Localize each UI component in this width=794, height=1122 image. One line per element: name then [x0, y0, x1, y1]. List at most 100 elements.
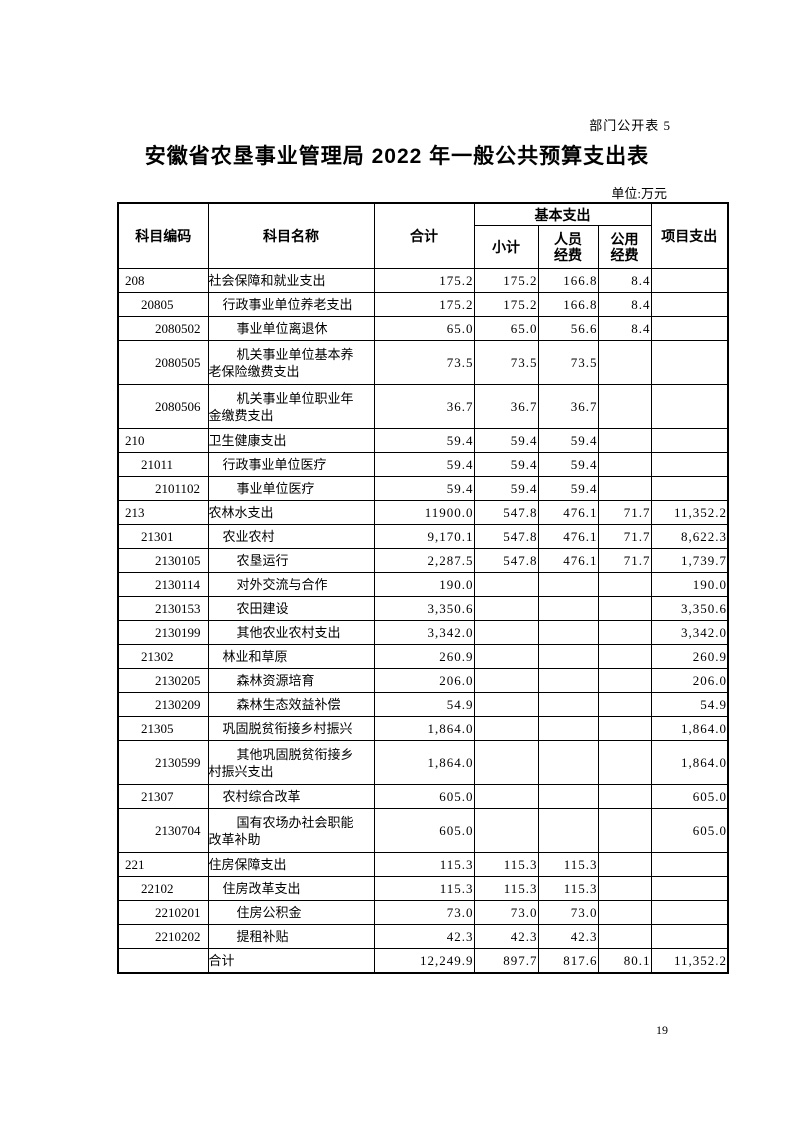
- table-row: 2130599 其他巩固脱贫衔接乡 村振兴支出 1,864.0 1,864.0: [117, 740, 729, 785]
- cell-name: 行政事业单位养老支出: [207, 292, 375, 317]
- cell-project-expenditure: 11,352.2: [650, 500, 729, 525]
- cell-project-expenditure: [650, 340, 729, 385]
- cell-subtotal: 59.4: [473, 476, 539, 501]
- cell-name: 机关事业单位职业年 金缴费支出: [207, 384, 375, 429]
- budget-table: 科目编码 科目名称 合计 基本支出 项目支出 小计 人员 经费 公用 经费 20…: [117, 202, 729, 974]
- cell-public-funds: [597, 876, 652, 901]
- cell-project-expenditure: [650, 452, 729, 477]
- cell-total: 9,170.1: [373, 524, 475, 549]
- cell-public-funds: [597, 428, 652, 453]
- cell-public-funds: 80.1: [597, 948, 652, 974]
- cell-name: 农垦运行: [207, 548, 375, 573]
- cell-code: 2130704: [117, 808, 209, 853]
- cell-personnel-funds: 476.1: [537, 548, 599, 573]
- cell-total: 175.2: [373, 292, 475, 317]
- cell-subtotal: [473, 692, 539, 717]
- cell-public-funds: 8.4: [597, 316, 652, 341]
- table-row: 21011 行政事业单位医疗 59.4 59.4 59.4: [117, 452, 729, 477]
- cell-public-funds: [597, 852, 652, 877]
- cell-subtotal: [473, 740, 539, 785]
- cell-personnel-funds: [537, 596, 599, 621]
- cell-total: 605.0: [373, 808, 475, 853]
- table-row: 221 住房保障支出 115.3 115.3 115.3: [117, 852, 729, 877]
- cell-public-funds: [597, 668, 652, 693]
- cell-total: 206.0: [373, 668, 475, 693]
- cell-project-expenditure: 11,352.2: [650, 948, 729, 974]
- cell-personnel-funds: [537, 692, 599, 717]
- cell-public-funds: [597, 716, 652, 741]
- cell-project-expenditure: [650, 316, 729, 341]
- cell-project-expenditure: 3,342.0: [650, 620, 729, 645]
- cell-public-funds: [597, 808, 652, 853]
- cell-total: 2,287.5: [373, 548, 475, 573]
- cell-project-expenditure: 1,739.7: [650, 548, 729, 573]
- cell-subtotal: [473, 808, 539, 853]
- cell-name: 其他农业农村支出: [207, 620, 375, 645]
- cell-project-expenditure: [650, 268, 729, 293]
- table-row: 21302 林业和草原 260.9 260.9: [117, 644, 729, 669]
- cell-personnel-funds: 166.8: [537, 268, 599, 293]
- cell-name: 事业单位离退休: [207, 316, 375, 341]
- cell-name: 合计: [207, 948, 375, 974]
- table-row: 2130114 对外交流与合作 190.0 190.0: [117, 572, 729, 597]
- table-row: 2130205 森林资源培育 206.0 206.0: [117, 668, 729, 693]
- table-row: 2080506 机关事业单位职业年 金缴费支出 36.7 36.7 36.7: [117, 384, 729, 429]
- cell-code: 2080505: [117, 340, 209, 385]
- table-row: 210 卫生健康支出 59.4 59.4 59.4: [117, 428, 729, 453]
- cell-public-funds: [597, 620, 652, 645]
- header-row-2: 小计 人员 经费 公用 经费: [118, 225, 728, 269]
- cell-subtotal: 115.3: [473, 876, 539, 901]
- cell-subtotal: 65.0: [473, 316, 539, 341]
- table-header: 科目编码 科目名称 合计 基本支出 项目支出 小计 人员 经费 公用 经费: [117, 202, 729, 269]
- cell-code: 2130199: [117, 620, 209, 645]
- cell-code: 2101102: [117, 476, 209, 501]
- cell-personnel-funds: 476.1: [537, 500, 599, 525]
- cell-personnel-funds: 59.4: [537, 428, 599, 453]
- header-code: 科目编码: [117, 202, 209, 269]
- cell-total: 190.0: [373, 572, 475, 597]
- cell-total: 54.9: [373, 692, 475, 717]
- cell-subtotal: 59.4: [473, 428, 539, 453]
- cell-personnel-funds: [537, 668, 599, 693]
- cell-personnel-funds: [537, 784, 599, 809]
- cell-personnel-funds: 115.3: [537, 852, 599, 877]
- cell-project-expenditure: [650, 292, 729, 317]
- page-title: 安徽省农垦事业管理局 2022 年一般公共预算支出表: [144, 145, 650, 168]
- cell-subtotal: 175.2: [473, 268, 539, 293]
- header-subtotal: 小计: [473, 225, 539, 269]
- cell-code: 2080502: [117, 316, 209, 341]
- cell-public-funds: [597, 340, 652, 385]
- cell-code: 21301: [117, 524, 209, 549]
- cell-subtotal: [473, 572, 539, 597]
- cell-personnel-funds: 59.4: [537, 452, 599, 477]
- cell-project-expenditure: [650, 428, 729, 453]
- doc-label: 部门公开表 5: [589, 118, 671, 133]
- cell-public-funds: 8.4: [597, 268, 652, 293]
- cell-total: 59.4: [373, 452, 475, 477]
- cell-personnel-funds: [537, 572, 599, 597]
- cell-project-expenditure: [650, 384, 729, 429]
- cell-subtotal: [473, 620, 539, 645]
- cell-project-expenditure: [650, 876, 729, 901]
- cell-total: 73.0: [373, 900, 475, 925]
- cell-total: 59.4: [373, 476, 475, 501]
- header-total: 合计: [373, 202, 475, 269]
- table-row: 21307 农村综合改革 605.0 605.0: [117, 784, 729, 809]
- table-row: 2080505 机关事业单位基本养 老保险缴费支出 73.5 73.5 73.5: [117, 340, 729, 385]
- cell-project-expenditure: [650, 476, 729, 501]
- cell-name: 农业农村: [207, 524, 375, 549]
- cell-name: 社会保障和就业支出: [207, 268, 375, 293]
- cell-total: 115.3: [373, 876, 475, 901]
- cell-code: 2130209: [117, 692, 209, 717]
- cell-personnel-funds: 476.1: [537, 524, 599, 549]
- cell-personnel-funds: 115.3: [537, 876, 599, 901]
- cell-name: 事业单位医疗: [207, 476, 375, 501]
- table-row: 2210201 住房公积金 73.0 73.0 73.0: [117, 900, 729, 925]
- cell-public-funds: [597, 596, 652, 621]
- cell-public-funds: [597, 784, 652, 809]
- cell-name: 机关事业单位基本养 老保险缴费支出: [207, 340, 375, 385]
- cell-personnel-funds: 56.6: [537, 316, 599, 341]
- cell-total: 115.3: [373, 852, 475, 877]
- cell-name: 森林生态效益补偿: [207, 692, 375, 717]
